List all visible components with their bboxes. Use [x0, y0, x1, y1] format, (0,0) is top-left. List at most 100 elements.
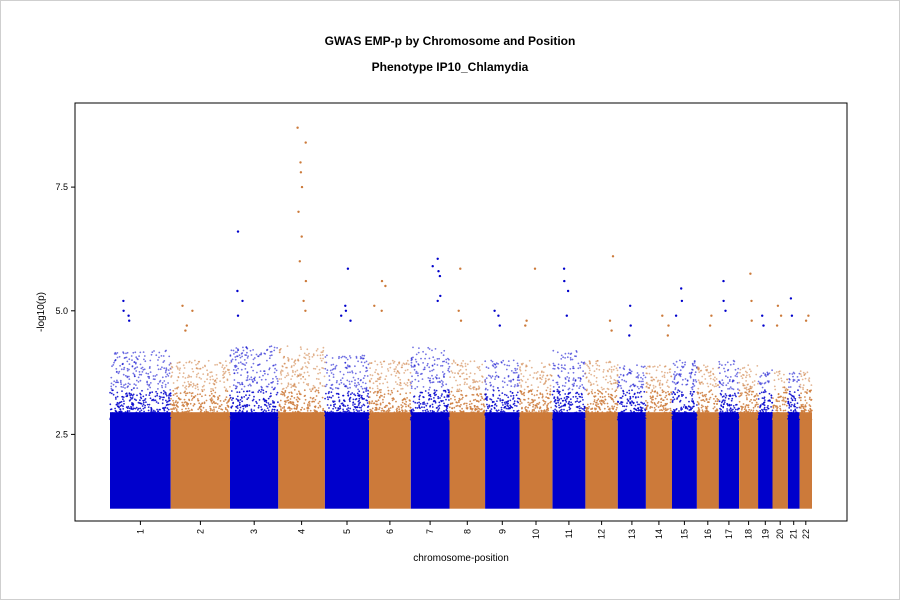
snp-point [167, 408, 170, 411]
snp-point [655, 405, 658, 407]
snp-point [179, 392, 182, 395]
snp-point [160, 391, 163, 394]
snp-point [639, 385, 642, 388]
snp-point [255, 418, 258, 421]
snp-point [348, 355, 351, 357]
snp-point [430, 414, 432, 417]
snp-point [512, 371, 515, 374]
snp-point [149, 392, 151, 395]
snp-point [458, 397, 461, 400]
snp-point [290, 391, 293, 394]
snp-point [586, 407, 588, 410]
snp-point [352, 408, 355, 411]
snp-point [368, 400, 371, 403]
snp-point [405, 405, 407, 408]
snp-point [275, 375, 277, 378]
snp-point [432, 418, 435, 421]
snp-point [541, 396, 544, 399]
snp-point [225, 414, 228, 417]
snp-point [145, 414, 148, 417]
snp-point [250, 409, 253, 412]
snp-point [583, 409, 586, 412]
snp-point [502, 404, 504, 406]
snp-point [216, 377, 218, 380]
snp-point [489, 381, 492, 384]
snp-point [301, 416, 303, 419]
snp-point [131, 397, 134, 399]
snp-point [394, 374, 397, 377]
snp-point [291, 375, 294, 377]
snp-point [410, 382, 412, 384]
snp-point [138, 371, 141, 373]
snp-point [196, 386, 199, 388]
snp-point [462, 416, 465, 419]
snp-point [603, 402, 606, 405]
snp-point [276, 380, 279, 383]
snp-point [428, 414, 430, 416]
snp-point [425, 411, 427, 413]
snp-point [535, 411, 537, 414]
snp-point [540, 378, 543, 381]
snp-point [267, 402, 270, 404]
snp-point [115, 368, 118, 370]
snp-peak-point [431, 265, 434, 268]
snp-point [431, 364, 434, 367]
snp-point [654, 385, 657, 388]
snp-point [581, 396, 583, 399]
snp-point [440, 399, 442, 402]
snp-point [265, 399, 268, 402]
snp-point [568, 415, 570, 417]
snp-point [440, 352, 443, 354]
snp-point [436, 406, 438, 409]
snp-point [515, 394, 518, 397]
snp-point [284, 414, 286, 417]
snp-point [382, 415, 384, 418]
snp-point [428, 388, 430, 391]
snp-point [419, 391, 422, 394]
snp-point [439, 414, 442, 417]
snp-point [431, 369, 433, 372]
snp-point [382, 382, 384, 385]
snp-point [317, 378, 320, 380]
snp-point [225, 364, 228, 367]
snp-point [499, 418, 502, 420]
snp-point [210, 392, 213, 395]
snp-point [111, 365, 113, 368]
snp-point [620, 410, 623, 413]
snp-point [176, 379, 179, 382]
snp-point [127, 405, 130, 408]
snp-point [518, 382, 521, 384]
snp-point [359, 371, 362, 373]
snp-point [398, 384, 401, 386]
snp-point [417, 414, 419, 417]
snp-point [383, 412, 386, 415]
snp-point [280, 370, 282, 373]
snp-point [593, 370, 596, 372]
snp-point [615, 395, 618, 397]
snp-point [138, 416, 141, 419]
snp-point [334, 367, 337, 370]
snp-point [300, 373, 303, 376]
snp-point [427, 410, 429, 413]
snp-point [265, 405, 268, 407]
snp-point [252, 349, 255, 351]
snp-point [398, 410, 401, 413]
snp-point [227, 401, 229, 403]
snp-point [319, 372, 321, 374]
snp-point [479, 399, 482, 402]
snp-point [348, 418, 350, 421]
snp-point [160, 396, 162, 398]
snp-point [144, 360, 147, 363]
snp-peak-point [436, 299, 439, 303]
snp-point [643, 390, 646, 393]
snp-point [292, 401, 295, 404]
snp-point [264, 414, 267, 417]
snp-point [320, 417, 322, 420]
snp-point [447, 418, 449, 421]
snp-point [134, 351, 137, 354]
snp-point [219, 400, 222, 402]
snp-point [296, 396, 299, 398]
snp-point [247, 412, 250, 415]
snp-point [281, 390, 283, 393]
snp-point [175, 365, 178, 368]
